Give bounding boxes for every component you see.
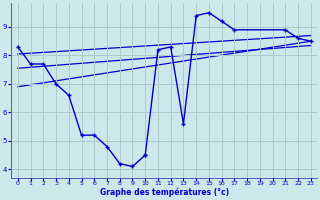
X-axis label: Graphe des températures (°c): Graphe des températures (°c) bbox=[100, 188, 229, 197]
